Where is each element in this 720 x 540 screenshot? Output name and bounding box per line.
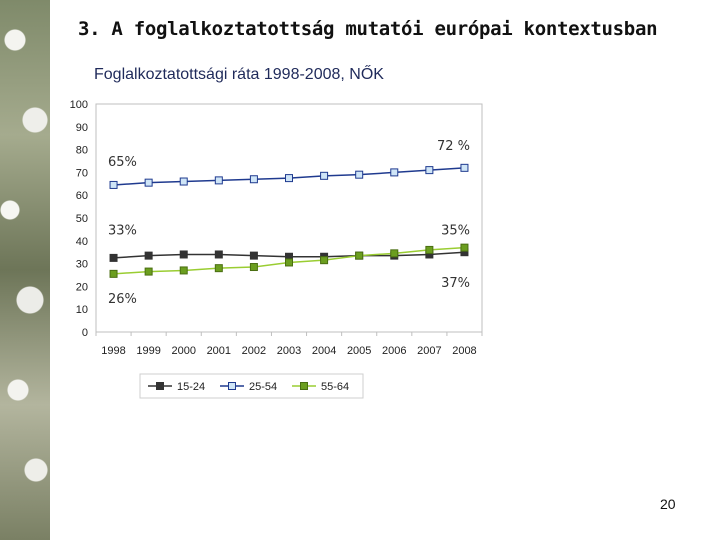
data-point-55-64 (249, 263, 258, 272)
x-tick-label: 1999 (136, 345, 160, 357)
y-tick-label: 100 (70, 99, 88, 111)
page-number: 20 (660, 496, 676, 512)
y-tick-label: 40 (76, 236, 88, 248)
data-point-15-24 (144, 251, 153, 260)
chart-title: Foglalkoztatottsági ráta 1998-2008, NŐK (94, 66, 384, 83)
data-point-25-54 (320, 171, 329, 180)
data-point-25-54 (460, 163, 469, 172)
data-point-15-24 (249, 251, 258, 260)
data-point-25-54 (179, 177, 188, 186)
legend: 15-24 25-54 55-64 (148, 381, 349, 393)
data-point-55-64 (355, 251, 364, 260)
x-tick-label: 2001 (207, 345, 231, 357)
y-tick-label: 20 (76, 281, 88, 293)
x-tick-label: 2004 (312, 345, 336, 357)
annotation-layer: 65% 72 % 33% 35% 26% 37% (108, 139, 470, 307)
data-point-15-24 (109, 253, 118, 262)
data-point-55-64 (320, 256, 329, 265)
y-tick-label: 10 (76, 304, 88, 316)
data-point-25-54 (355, 170, 364, 179)
data-annotation: 26% (108, 292, 137, 307)
data-point-15-24 (179, 250, 188, 259)
x-tick-label: 1998 (101, 345, 125, 357)
x-tick-label: 2003 (277, 345, 301, 357)
data-point-55-64 (214, 264, 223, 273)
data-point-55-64 (390, 249, 399, 258)
slide-title: 3. A foglalkoztatottság mutatói európai … (78, 18, 658, 40)
y-tick-label: 70 (76, 167, 88, 179)
data-point-55-64 (460, 243, 469, 252)
data-point-25-54 (249, 175, 258, 184)
x-tick-label: 2002 (242, 345, 266, 357)
legend-marker-15-24 (156, 382, 164, 390)
y-tick-label: 60 (76, 190, 88, 202)
data-annotation: 33% (108, 223, 137, 238)
x-tick-label: 2007 (417, 345, 441, 357)
x-tick-label: 2006 (382, 345, 406, 357)
data-point-25-54 (144, 178, 153, 187)
data-annotation: 65% (108, 155, 137, 170)
y-axis: 0 10 20 30 40 50 60 70 80 90 100 (70, 99, 88, 339)
legend-label-25-54: 25-54 (249, 381, 277, 393)
data-point-25-54 (109, 180, 118, 189)
data-point-55-64 (109, 269, 118, 278)
data-point-55-64 (425, 245, 434, 254)
data-point-25-54 (285, 174, 293, 183)
data-annotation: 35% (441, 223, 470, 238)
x-tick-label: 2008 (452, 345, 476, 357)
data-point-55-64 (285, 258, 293, 267)
y-tick-label: 80 (76, 145, 88, 157)
y-tick-label: 50 (76, 213, 88, 225)
x-tick-label: 2005 (347, 345, 371, 357)
y-tick-label: 90 (76, 122, 88, 134)
legend-label-15-24: 15-24 (177, 381, 205, 393)
y-tick-label: 0 (82, 327, 88, 339)
background-flower-strip (0, 0, 50, 540)
x-axis: 1998 1999 2000 2001 2002 2003 2004 2005 2006 2007… (95, 332, 483, 357)
data-point-25-54 (390, 168, 399, 177)
data-point-15-24 (214, 250, 223, 259)
data-point-55-64 (179, 266, 188, 275)
y-tick-label: 30 (76, 259, 88, 271)
series-layer (109, 163, 469, 278)
data-point-25-54 (425, 166, 434, 175)
x-tick-label: 2000 (171, 345, 195, 357)
data-annotation: 37% (441, 276, 470, 291)
data-point-55-64 (144, 267, 153, 276)
legend-box (139, 373, 364, 399)
legend-label-55-64: 55-64 (321, 381, 349, 393)
legend-marker-25-54 (228, 382, 236, 390)
legend-marker-55-64 (300, 382, 308, 390)
data-annotation: 72 % (437, 139, 470, 154)
plot-area (95, 103, 483, 333)
data-point-25-54 (214, 176, 223, 185)
